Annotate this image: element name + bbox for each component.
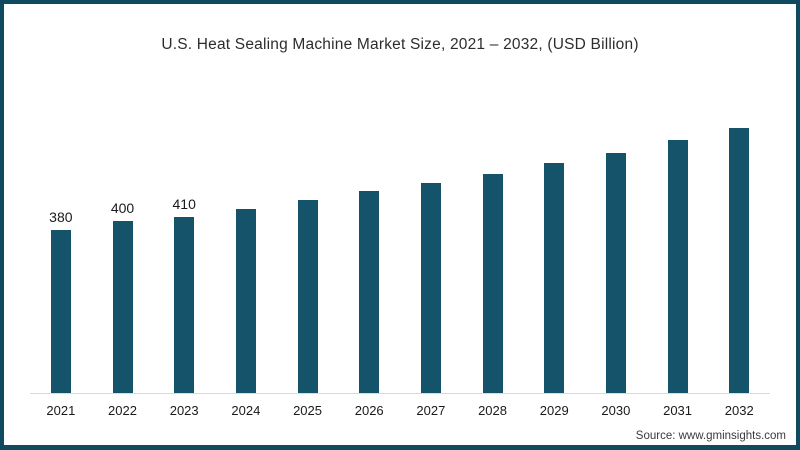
- x-tick-label-2024: 2024: [231, 403, 261, 418]
- bar-column-2029: [523, 163, 585, 393]
- x-axis-line: [30, 393, 770, 394]
- bar-column-2027: [400, 183, 462, 393]
- bar-2023: [174, 217, 195, 393]
- bar-value-label-2021: 380: [49, 209, 73, 225]
- source-attribution: Source: www.gminsights.com: [635, 430, 786, 442]
- x-tick-label-2028: 2028: [478, 403, 507, 418]
- bar-2028: [482, 174, 503, 393]
- bar-column-2024: [215, 209, 277, 393]
- bar-2022: [112, 221, 133, 393]
- x-tick-label-2022: 2022: [108, 403, 137, 418]
- x-tick-label-2027: 2027: [416, 403, 446, 418]
- x-tick-label-2023: 2023: [169, 403, 199, 418]
- bar-column-2022: 400: [92, 201, 154, 393]
- x-tick-label-2021: 2021: [46, 403, 76, 418]
- bar-2031: [667, 140, 688, 393]
- bar-value-label-2022: 400: [110, 200, 135, 216]
- x-tick-label-2029: 2029: [539, 403, 569, 418]
- bar-2030: [605, 153, 626, 393]
- chart-title: U.S. Heat Sealing Machine Market Size, 2…: [161, 36, 639, 53]
- bar-chart-plot-area: 380 400 410: [30, 113, 770, 394]
- bar-column-2032: [708, 128, 770, 393]
- bar-column-2021: 380: [30, 210, 92, 393]
- bar-column-2028: [462, 174, 524, 393]
- x-axis-labels: 2021 2022 2023 2024 2025 2026 2027 2028 2029 2030…: [30, 403, 770, 418]
- x-tick-label-2025: 2025: [293, 403, 322, 418]
- bar-value-label-2023: 410: [172, 196, 196, 212]
- bar-2029: [544, 163, 565, 393]
- bar-column-2023: 410: [153, 197, 215, 393]
- bar-column-2026: [338, 191, 400, 393]
- bar-2026: [359, 191, 380, 393]
- x-tick-label-2031: 2031: [663, 403, 693, 418]
- bar-2032: [729, 128, 750, 393]
- bar-2021: [50, 230, 71, 393]
- bars-row: 380 400 410: [30, 113, 770, 393]
- x-tick-label-2026: 2026: [354, 403, 384, 418]
- bar-column-2025: [277, 200, 339, 393]
- bar-2024: [235, 209, 256, 393]
- x-tick-label-2030: 2030: [601, 403, 631, 418]
- bar-2027: [420, 183, 441, 393]
- bar-2025: [297, 200, 318, 393]
- bar-column-2031: [647, 140, 709, 393]
- x-tick-label-2032: 2032: [724, 403, 754, 418]
- bar-column-2030: [585, 153, 647, 393]
